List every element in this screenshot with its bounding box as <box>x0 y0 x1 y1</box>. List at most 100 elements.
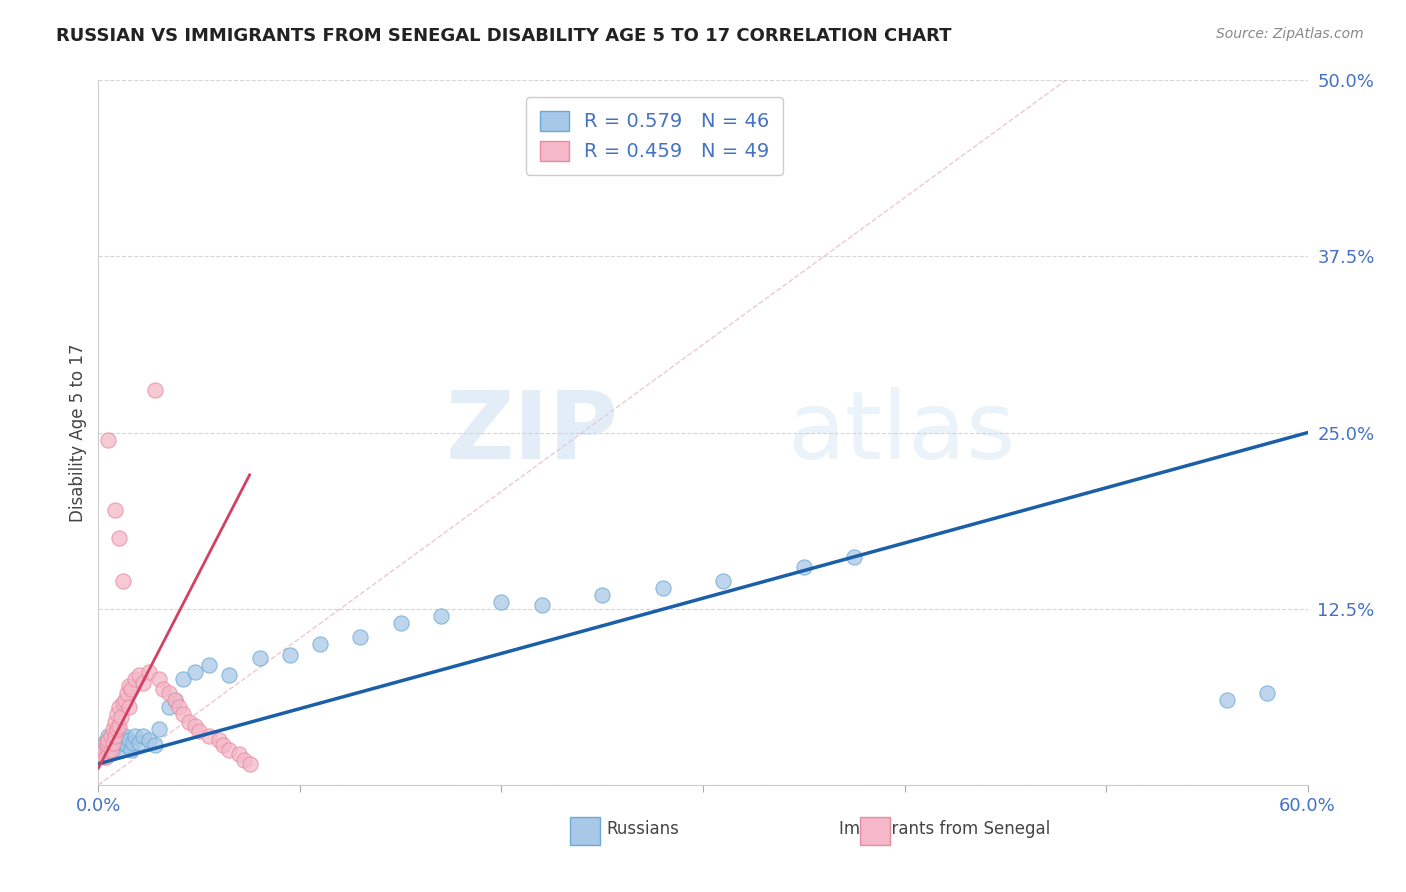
Point <box>110 710 132 724</box>
Point <box>212 739 235 753</box>
Point <box>184 665 207 680</box>
Point <box>101 742 124 756</box>
FancyBboxPatch shape <box>860 817 890 845</box>
Point <box>118 700 141 714</box>
Point <box>101 722 124 736</box>
Point <box>110 742 132 756</box>
Point <box>103 729 125 743</box>
Point <box>132 676 155 690</box>
Point <box>96 749 118 764</box>
Point <box>844 549 866 564</box>
Point <box>1256 686 1278 700</box>
Point <box>349 630 371 644</box>
Point <box>157 686 180 700</box>
Point <box>97 739 120 753</box>
Point <box>93 736 115 750</box>
Text: RUSSIAN VS IMMIGRANTS FROM SENEGAL DISABILITY AGE 5 TO 17 CORRELATION CHART: RUSSIAN VS IMMIGRANTS FROM SENEGAL DISAB… <box>56 27 952 45</box>
Point <box>208 732 231 747</box>
Point <box>172 707 194 722</box>
Point <box>100 742 122 756</box>
Point <box>143 384 166 398</box>
Point <box>101 736 124 750</box>
Point <box>114 693 136 707</box>
Point <box>278 648 301 663</box>
Point <box>105 736 128 750</box>
Point <box>103 503 125 517</box>
Point <box>239 756 262 771</box>
Text: atlas: atlas <box>787 386 1017 479</box>
Y-axis label: Disability Age 5 to 17: Disability Age 5 to 17 <box>69 343 87 522</box>
Point <box>107 700 129 714</box>
Point <box>111 696 134 710</box>
Text: Russians: Russians <box>606 821 679 838</box>
Point <box>163 693 186 707</box>
Point <box>198 658 221 673</box>
Point <box>114 729 136 743</box>
Point <box>138 665 160 680</box>
Point <box>96 736 118 750</box>
Point <box>793 559 815 574</box>
Point <box>143 739 166 753</box>
Text: ZIP: ZIP <box>446 386 619 479</box>
Point <box>107 532 129 546</box>
Point <box>96 742 118 756</box>
Point <box>97 742 120 756</box>
Point <box>148 722 170 736</box>
Point <box>228 747 250 761</box>
Point <box>97 433 120 447</box>
Point <box>138 732 160 747</box>
Point <box>218 668 240 682</box>
Point <box>218 742 240 756</box>
Point <box>107 732 129 747</box>
Point <box>128 668 150 682</box>
Point <box>651 581 673 595</box>
Point <box>163 693 186 707</box>
Point <box>105 707 128 722</box>
FancyBboxPatch shape <box>569 817 600 845</box>
Point <box>389 615 412 630</box>
Point <box>1216 693 1239 707</box>
Text: Immigrants from Senegal: Immigrants from Senegal <box>839 821 1050 838</box>
Point <box>167 700 190 714</box>
Point <box>107 724 129 739</box>
Point <box>105 722 128 736</box>
Point <box>188 724 211 739</box>
Point <box>118 679 141 693</box>
Point <box>115 739 138 753</box>
Point <box>591 588 613 602</box>
Point <box>124 729 146 743</box>
Point <box>430 608 453 623</box>
Point <box>148 673 170 687</box>
Point <box>249 651 271 665</box>
Point <box>103 729 125 743</box>
Point <box>172 673 194 687</box>
Point <box>491 595 513 609</box>
Point <box>97 739 120 753</box>
Text: Source: ZipAtlas.com: Source: ZipAtlas.com <box>1216 27 1364 41</box>
Legend: R = 0.579   N = 46, R = 0.459   N = 49: R = 0.579 N = 46, R = 0.459 N = 49 <box>526 97 783 175</box>
Point <box>124 673 146 687</box>
Point <box>97 732 120 747</box>
Point <box>184 719 207 733</box>
Point <box>103 739 125 753</box>
Point <box>309 637 332 651</box>
Point <box>93 742 115 756</box>
Point <box>152 682 174 697</box>
Point <box>179 714 201 729</box>
Point <box>121 736 143 750</box>
Point <box>132 729 155 743</box>
Point <box>120 742 142 756</box>
Point <box>128 736 150 750</box>
Point <box>711 574 734 588</box>
Point <box>93 749 115 764</box>
Point <box>232 753 254 767</box>
Point <box>118 732 141 747</box>
Point <box>100 729 122 743</box>
Point <box>157 700 180 714</box>
Point <box>120 682 142 697</box>
Point <box>111 736 134 750</box>
Point <box>115 686 138 700</box>
Point <box>111 574 134 588</box>
Point <box>198 729 221 743</box>
Point <box>97 729 120 743</box>
